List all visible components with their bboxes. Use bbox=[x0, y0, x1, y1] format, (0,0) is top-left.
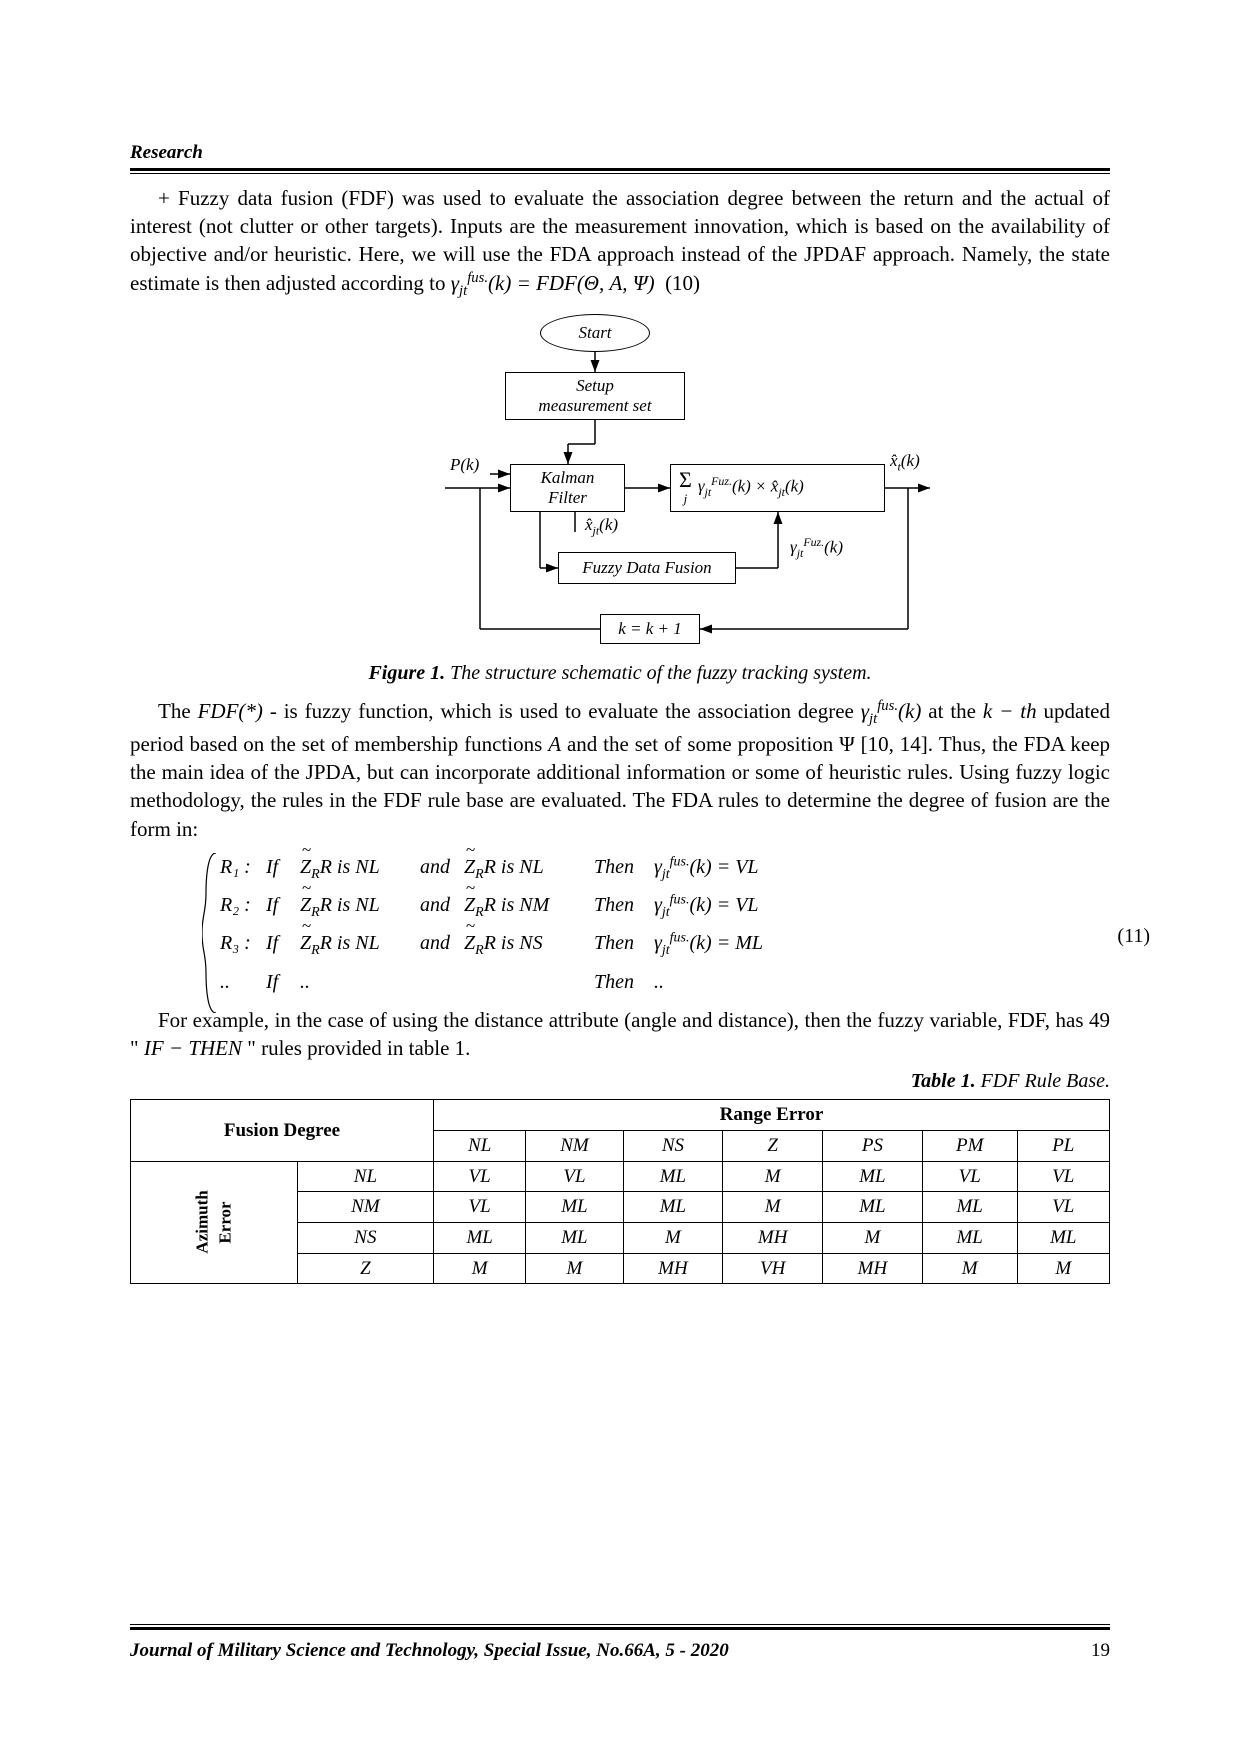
table-col-group: Range Error bbox=[433, 1100, 1109, 1131]
row-header: Z bbox=[297, 1253, 433, 1284]
table-cell: MH bbox=[723, 1222, 823, 1253]
node-sum: Σ j γjtFuz.(k) × x̂jt(k) bbox=[670, 464, 885, 512]
table-cell: ML bbox=[1017, 1222, 1109, 1253]
sum-sigma: Σ bbox=[679, 467, 692, 492]
table-cell: ML bbox=[433, 1222, 525, 1253]
row-group-label: Azimuth Error bbox=[131, 1161, 298, 1284]
page-number: 19 bbox=[1091, 1638, 1110, 1664]
paragraph-example: For example, in the case of using the di… bbox=[130, 1006, 1110, 1063]
eq-number-11: (11) bbox=[1117, 918, 1150, 954]
paragraph-fdf-desc: The FDF(*) - is fuzzy function, which is… bbox=[130, 697, 1110, 843]
table-cell: MH bbox=[623, 1253, 723, 1284]
rule-row: ..If..Then.. bbox=[220, 964, 1110, 1000]
table-cell: ML bbox=[922, 1222, 1017, 1253]
p3b: IF − THEN bbox=[144, 1036, 242, 1060]
table-caption: Table 1. FDF Rule Base. bbox=[130, 1068, 1110, 1095]
col-header: NS bbox=[623, 1131, 723, 1162]
figure-caption: Figure 1. The structure schematic of the… bbox=[130, 660, 1110, 687]
col-header: NM bbox=[526, 1131, 623, 1162]
p1-eq: γjtfus.(k) = FDF(Θ, A, Ψ) bbox=[451, 271, 655, 295]
table-cell: M bbox=[723, 1161, 823, 1192]
footer-rule-thin bbox=[130, 1624, 1110, 1625]
flowchart: Start Setup measurement set Kalman Filte… bbox=[310, 314, 930, 654]
label-xt: x̂t(k) bbox=[890, 450, 920, 474]
table-cell: M bbox=[623, 1222, 723, 1253]
node-start: Start bbox=[540, 314, 650, 352]
node-fdf: Fuzzy Data Fusion bbox=[558, 552, 736, 584]
paragraph-intro: + Fuzzy data fusion (FDF) was used to ev… bbox=[130, 184, 1110, 302]
table-cell: VL bbox=[1017, 1192, 1109, 1223]
table-cell: MH bbox=[823, 1253, 923, 1284]
table-cell: VL bbox=[433, 1161, 525, 1192]
table-corner: Fusion Degree bbox=[131, 1100, 434, 1161]
col-header: Z bbox=[723, 1131, 823, 1162]
col-header: PS bbox=[823, 1131, 923, 1162]
table-cell: ML bbox=[623, 1192, 723, 1223]
table-cell: ML bbox=[922, 1192, 1017, 1223]
p2b: FDF(*) bbox=[198, 699, 263, 723]
table-cell: VL bbox=[526, 1161, 623, 1192]
p2f: k − th bbox=[983, 699, 1037, 723]
table-cell: M bbox=[1017, 1253, 1109, 1284]
table-cell: ML bbox=[623, 1161, 723, 1192]
table-cell: VL bbox=[1017, 1161, 1109, 1192]
table-cell: ML bbox=[823, 1192, 923, 1223]
header-rule-thin bbox=[130, 173, 1110, 174]
label-pk: P(k) bbox=[450, 454, 479, 477]
table-cell: ML bbox=[823, 1161, 923, 1192]
p2i: and the set of some proposition bbox=[567, 732, 839, 756]
p2a: The bbox=[158, 699, 198, 723]
table-cell: M bbox=[922, 1253, 1017, 1284]
label-xjt: x̂jt(k) bbox=[585, 514, 618, 538]
p2h: A bbox=[548, 732, 561, 756]
node-kalman: Kalman Filter bbox=[510, 464, 625, 512]
fdf-table: Fusion Degree Range Error NLNMNSZPSPMPL … bbox=[130, 1099, 1110, 1284]
table-cell: M bbox=[823, 1222, 923, 1253]
sum-j: j bbox=[684, 491, 688, 506]
col-header: NL bbox=[433, 1131, 525, 1162]
node-kinc: k = k + 1 bbox=[600, 614, 700, 644]
journal-name: Journal of Military Science and Technolo… bbox=[130, 1638, 729, 1664]
p2c: - is fuzzy function, which is used to ev… bbox=[270, 699, 861, 723]
row-header: NM bbox=[297, 1192, 433, 1223]
table-cell: M bbox=[526, 1253, 623, 1284]
p2j: Ψ bbox=[839, 732, 855, 756]
sum-rhs: γjtFuz.(k) × x̂jt(k) bbox=[698, 475, 804, 500]
p2d: γjtfus.(k) bbox=[861, 699, 922, 723]
table-cell: VH bbox=[723, 1253, 823, 1284]
section-header: Research bbox=[130, 140, 1110, 166]
page-footer: Journal of Military Science and Technolo… bbox=[130, 1624, 1110, 1664]
p2e: at the bbox=[928, 699, 983, 723]
table-cell: ML bbox=[526, 1222, 623, 1253]
p3c: " rules provided in table 1. bbox=[247, 1036, 470, 1060]
table-cell: VL bbox=[922, 1161, 1017, 1192]
figure-text: The structure schematic of the fuzzy tra… bbox=[450, 662, 871, 684]
table-title: FDF Rule Base. bbox=[981, 1070, 1110, 1092]
rule-row: R₂ :IfZRR is NLandZRR is NMThenγjtfus.(k… bbox=[220, 887, 1110, 925]
row-header: NS bbox=[297, 1222, 433, 1253]
rule-row: R₃ :IfZRR is NLandZRR is NSThenγjtfus.(k… bbox=[220, 925, 1110, 963]
node-setup: Setup measurement set bbox=[505, 372, 685, 420]
table-cell: ML bbox=[526, 1192, 623, 1223]
table-number: Table 1. bbox=[911, 1070, 976, 1092]
table-cell: M bbox=[433, 1253, 525, 1284]
eq-number-10: (10) bbox=[665, 271, 700, 295]
rules-block: R₁ :IfZRR is NLandZRR is NLThenγjtfus.(k… bbox=[220, 849, 1110, 1000]
col-header: PM bbox=[922, 1131, 1017, 1162]
row-header: NL bbox=[297, 1161, 433, 1192]
figure-number: Figure 1. bbox=[368, 662, 445, 684]
footer-rule-thick bbox=[130, 1627, 1110, 1630]
table-cell: M bbox=[723, 1192, 823, 1223]
header-rule-thick bbox=[130, 168, 1110, 171]
brace-icon bbox=[202, 853, 220, 1013]
col-header: PL bbox=[1017, 1131, 1109, 1162]
label-gamma: γjtFuz.(k) bbox=[790, 534, 843, 561]
rule-row: R₁ :IfZRR is NLandZRR is NLThenγjtfus.(k… bbox=[220, 849, 1110, 887]
table-cell: VL bbox=[433, 1192, 525, 1223]
